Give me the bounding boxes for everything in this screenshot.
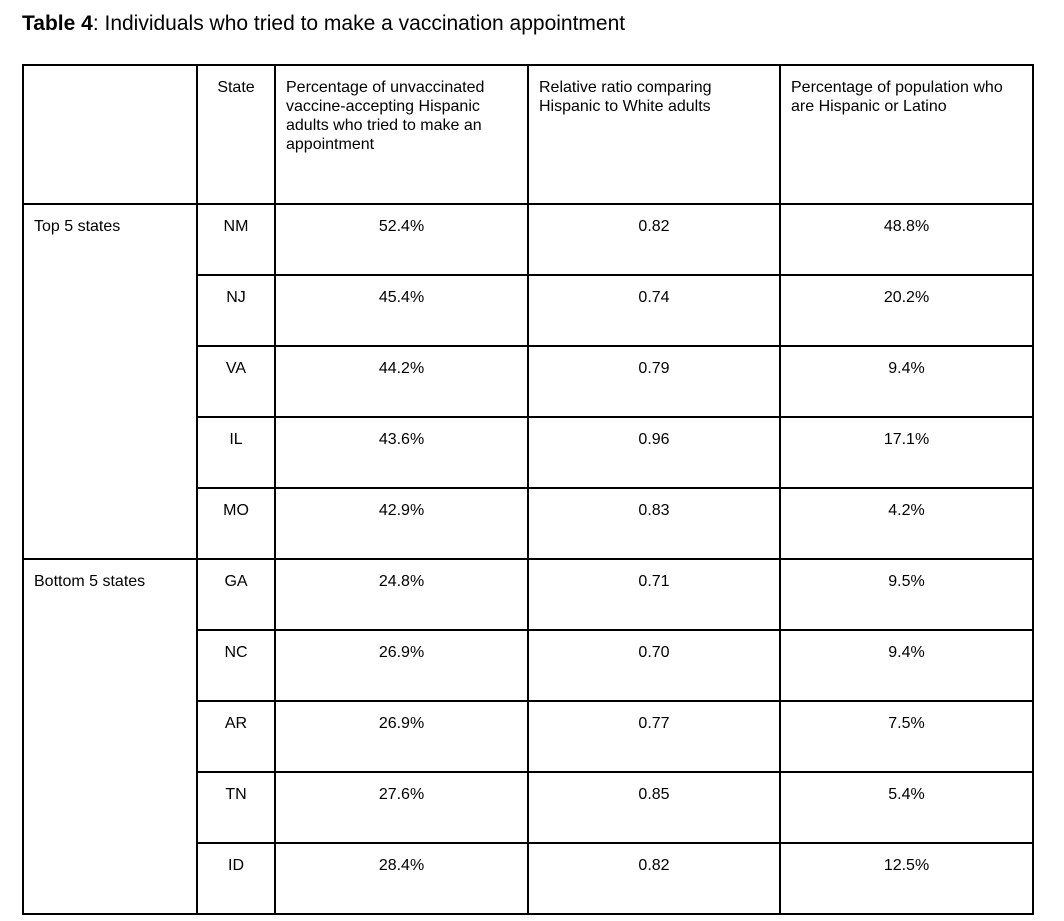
cell-percent-hispanic: 17.1% [779, 416, 1034, 489]
table-row: ID 28.4% 0.82 12.5% [23, 842, 1034, 915]
cell-percent-hispanic: 9.5% [779, 558, 1034, 631]
cell-percent-hispanic: 20.2% [779, 274, 1034, 347]
cell-percent-tried: 26.9% [274, 700, 529, 773]
cell-state: NC [196, 629, 276, 702]
header-percent-tried: Percentage of unvaccinated vaccine-accep… [274, 64, 529, 205]
cell-state: VA [196, 345, 276, 418]
table-row: Bottom 5 states GA 24.8% 0.71 9.5% [22, 558, 1034, 915]
cell-state: GA [196, 558, 276, 631]
header-group [22, 64, 198, 205]
table-row: NC 26.9% 0.70 9.4% [23, 629, 1034, 702]
cell-relative-ratio: 0.82 [527, 842, 781, 915]
cell-percent-tried: 52.4% [274, 203, 529, 276]
cell-state: TN [196, 771, 276, 844]
cell-percent-tried: 24.8% [274, 558, 529, 631]
group-label: Top 5 states [22, 203, 198, 560]
table-caption-text: : Individuals who tried to make a vaccin… [92, 12, 626, 35]
cell-percent-hispanic: 9.4% [779, 629, 1034, 702]
cell-percent-tried: 28.4% [274, 842, 529, 915]
cell-relative-ratio: 0.70 [527, 629, 781, 702]
cell-percent-tried: 45.4% [274, 274, 529, 347]
cell-state: IL [196, 416, 276, 489]
header-percent-hispanic: Percentage of population who are Hispani… [779, 64, 1034, 205]
cell-relative-ratio: 0.82 [527, 203, 781, 276]
cell-relative-ratio: 0.71 [527, 558, 781, 631]
data-table: State Percentage of unvaccinated vaccine… [22, 64, 1034, 915]
header-row: State Percentage of unvaccinated vaccine… [22, 64, 1034, 205]
header-relative-ratio: Relative ratio comparing Hispanic to Whi… [527, 64, 781, 205]
cell-state: AR [196, 700, 276, 773]
table-row: NJ 45.4% 0.74 20.2% [23, 274, 1034, 347]
cell-percent-hispanic: 5.4% [779, 771, 1034, 844]
table-row: VA 44.2% 0.79 9.4% [23, 345, 1034, 418]
cell-relative-ratio: 0.79 [527, 345, 781, 418]
cell-state: NM [196, 203, 276, 276]
cell-relative-ratio: 0.83 [527, 487, 781, 560]
cell-state: NJ [196, 274, 276, 347]
cell-percent-tried: 44.2% [274, 345, 529, 418]
cell-relative-ratio: 0.85 [527, 771, 781, 844]
cell-percent-tried: 27.6% [274, 771, 529, 844]
cell-percent-tried: 43.6% [274, 416, 529, 489]
table-row: Top 5 states NM 52.4% 0.82 48.8% [22, 203, 1034, 560]
table-number: Table 4 [22, 12, 93, 35]
cell-percent-hispanic: 9.4% [779, 345, 1034, 418]
cell-percent-hispanic: 12.5% [779, 842, 1034, 915]
cell-percent-tried: 26.9% [274, 629, 529, 702]
table-row: IL 43.6% 0.96 17.1% [23, 416, 1034, 489]
cell-percent-hispanic: 7.5% [779, 700, 1034, 773]
cell-relative-ratio: 0.77 [527, 700, 781, 773]
header-state: State [196, 64, 276, 205]
cell-relative-ratio: 0.74 [527, 274, 781, 347]
table-caption: Table 4: Individuals who tried to make a… [22, 12, 625, 36]
cell-percent-tried: 42.9% [274, 487, 529, 560]
cell-percent-hispanic: 48.8% [779, 203, 1034, 276]
cell-state: MO [196, 487, 276, 560]
cell-relative-ratio: 0.96 [527, 416, 781, 489]
table-row: AR 26.9% 0.77 7.5% [23, 700, 1034, 773]
cell-state: ID [196, 842, 276, 915]
table-row: TN 27.6% 0.85 5.4% [23, 771, 1034, 844]
cell-percent-hispanic: 4.2% [779, 487, 1034, 560]
group-label: Bottom 5 states [22, 558, 198, 915]
table-row: MO 42.9% 0.83 4.2% [23, 487, 1034, 560]
